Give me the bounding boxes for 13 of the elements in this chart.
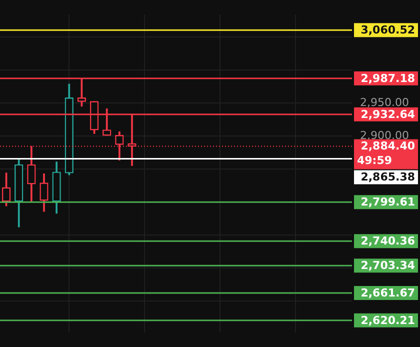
ref-line-label: 2,620.21 [360, 314, 415, 327]
y-tick-label: 2,900.00 [360, 128, 409, 142]
ref-line-label: 2,661.67 [360, 286, 415, 300]
ref-line-label: 2,740.36 [360, 234, 416, 248]
ref-line-label: 2,987.18 [360, 72, 415, 85]
y-tick-label: 2,950.00 [360, 96, 409, 109]
ref-line-label: 2,865.38 [360, 170, 415, 184]
ref-line-label: 2,932.64 [360, 108, 416, 121]
text: 49:59 [356, 154, 392, 168]
ref-line-label: 3,060.52 [360, 23, 415, 36]
ref-line-label: 2,799.61 [360, 195, 415, 208]
ref-line-label: 2,884.40 [360, 140, 416, 153]
ref-line-label: 2,703.34 [360, 258, 416, 272]
